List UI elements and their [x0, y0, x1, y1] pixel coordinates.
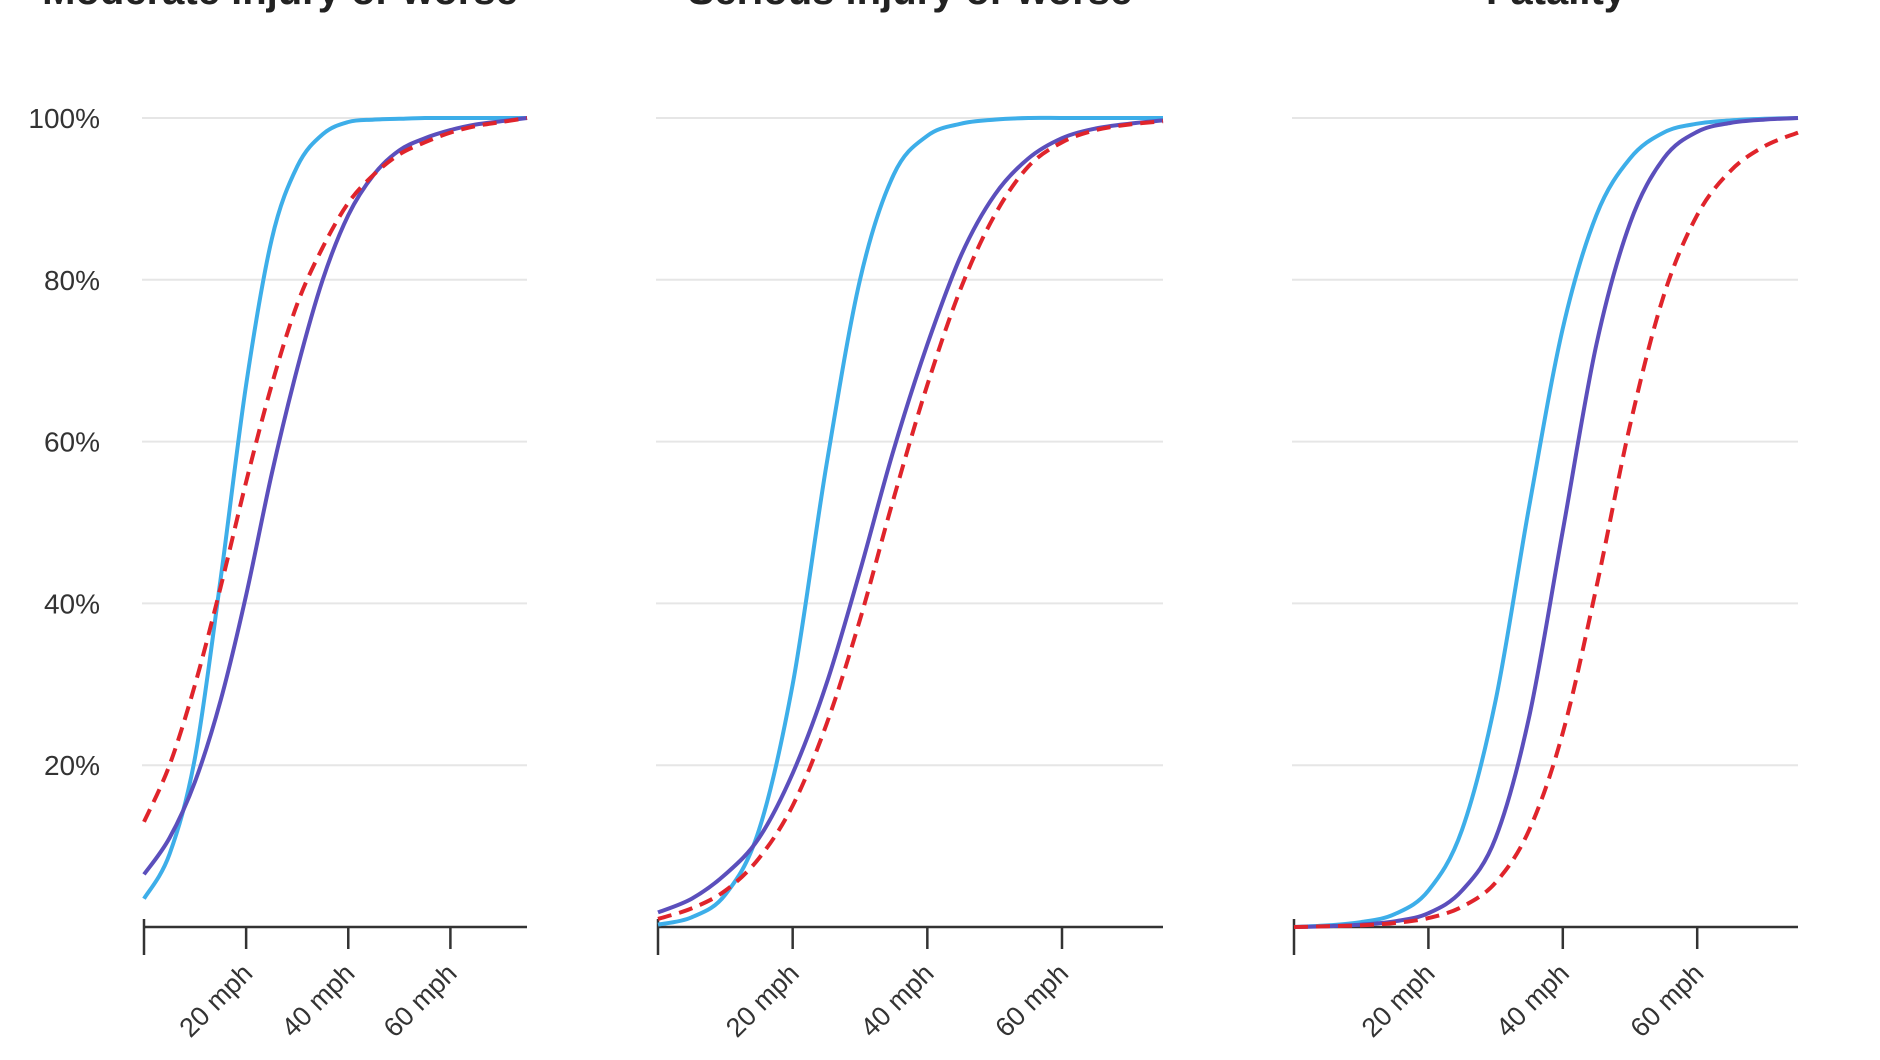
series-line [142, 115, 527, 900]
y-tick-label: 60% [44, 427, 100, 458]
x-tick-label: 60 mph [989, 958, 1074, 1043]
series-line [142, 116, 528, 876]
chart-panel: Moderate injury or worse 20% 40% 60% 80% 100%… [28, 0, 528, 1043]
series-line [657, 119, 1164, 921]
series-line [142, 116, 528, 823]
x-tick-label: 60 mph [378, 958, 463, 1043]
x-tick-label: 40 mph [276, 958, 361, 1043]
chart-panel: Serious injury or worse 20 mph 40 mph 60 mp… [656, 0, 1164, 1043]
y-tick-label: 40% [44, 588, 100, 619]
y-tick-label: 80% [44, 265, 100, 296]
chart-panel: Fatality 20 mph 40 mph 60 mph [1292, 0, 1799, 1043]
series-line [1293, 116, 1799, 929]
panel-title: Fatality [1486, 0, 1627, 13]
y-tick-label: 100% [28, 103, 100, 134]
series-line [657, 115, 1163, 927]
x-tick-label: 40 mph [1490, 958, 1575, 1043]
x-tick-label: 20 mph [720, 958, 805, 1043]
series-line [657, 118, 1164, 915]
panel-title: Moderate injury or worse [42, 0, 518, 13]
x-tick-label: 20 mph [173, 958, 258, 1043]
y-tick-label: 20% [44, 750, 100, 781]
x-tick-label: 20 mph [1356, 958, 1441, 1043]
series-line [1293, 130, 1799, 929]
x-tick-label: 40 mph [855, 958, 940, 1043]
x-tick-label: 60 mph [1625, 958, 1710, 1043]
panel-title: Serious injury or worse [688, 0, 1133, 13]
series-line [1293, 116, 1799, 929]
